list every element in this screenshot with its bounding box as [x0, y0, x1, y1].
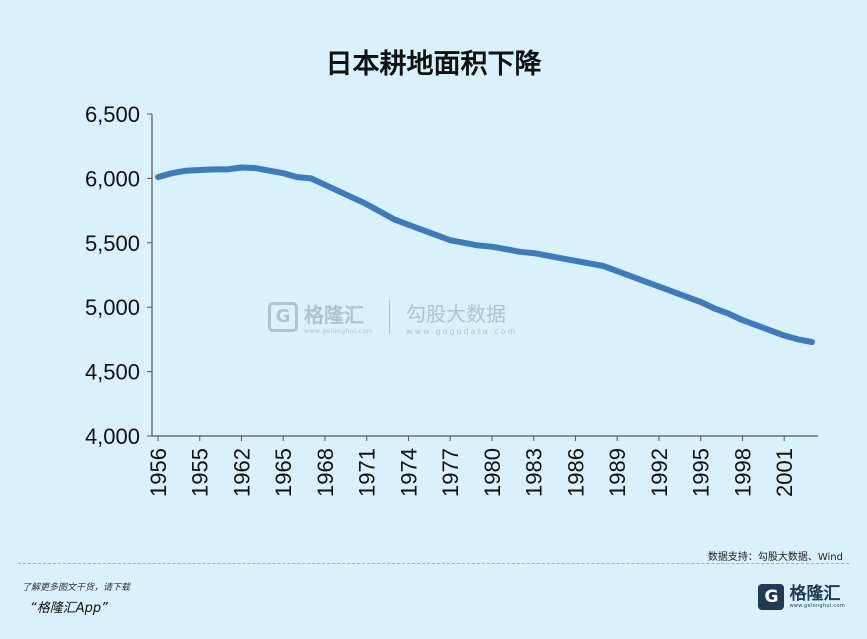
x-tick-label: 1998	[730, 448, 755, 497]
x-tick-label: 1962	[230, 448, 255, 497]
watermark-partner: 勾股大数据 www.gogudata.com	[406, 298, 517, 336]
watermark-logo-icon: G	[268, 302, 298, 332]
y-tick-label: 4,000	[85, 424, 140, 449]
x-tick-label: 1955	[188, 448, 213, 497]
x-tick-label: 1986	[563, 448, 588, 497]
promo-line-1: 了解更多图文干货，请下载	[22, 583, 131, 593]
y-tick-label: 6,000	[85, 166, 140, 191]
y-tick-label: 6,500	[85, 102, 140, 127]
logo-brand: 格隆汇	[789, 583, 841, 604]
footer-logo: G 格隆汇 www.gelonghui.com	[758, 584, 845, 610]
x-tick-label: 1956	[146, 448, 171, 497]
x-tick-label: 1983	[522, 448, 547, 497]
watermark-brand: 格隆汇 www.gelonghui.com	[304, 299, 373, 335]
line-chart: 4,000 4,500 5,000 5,500 6,000 6,500 1956 1955 19…	[85, 102, 818, 497]
x-tick-label: 1971	[355, 448, 380, 497]
x-tick-label: 1974	[397, 448, 422, 497]
chart-title: 日本耕地面积下降	[325, 49, 542, 80]
x-tick-label: 1989	[605, 448, 630, 497]
promo-line-2: “格隆汇App”	[30, 601, 108, 616]
watermark: G 格隆汇 www.gelonghui.com 勾股大数据 www.goguda…	[268, 298, 517, 336]
x-tick-label: 1995	[689, 448, 714, 497]
watermark-partner-text: 勾股大数据	[406, 302, 507, 326]
y-tick-label: 4,500	[85, 360, 140, 385]
logo-text: 格隆汇 www.gelonghui.com	[789, 585, 845, 610]
x-tick-label: 2001	[772, 448, 797, 497]
x-tick-label: 1980	[480, 448, 505, 497]
x-tick-label: 1992	[647, 448, 672, 497]
x-tick-label: 1977	[438, 448, 463, 497]
data-source: 数据支持：勾股大数据、Wind	[707, 552, 843, 563]
watermark-brand-url: www.gelonghui.com	[304, 328, 374, 335]
y-tick-label: 5,500	[85, 231, 140, 256]
watermark-divider	[389, 300, 391, 334]
y-tick-label: 5,000	[85, 295, 140, 320]
x-tick-label: 1965	[271, 448, 296, 497]
logo-url: www.gelonghui.com	[789, 602, 845, 609]
footer-divider	[18, 563, 849, 564]
watermark-partner-url: www.gogudata.com	[406, 327, 518, 336]
series-line	[155, 164, 815, 345]
logo-icon: G	[758, 584, 785, 610]
watermark-brand-text: 格隆汇	[304, 303, 364, 327]
x-tick-label: 1968	[313, 448, 338, 497]
